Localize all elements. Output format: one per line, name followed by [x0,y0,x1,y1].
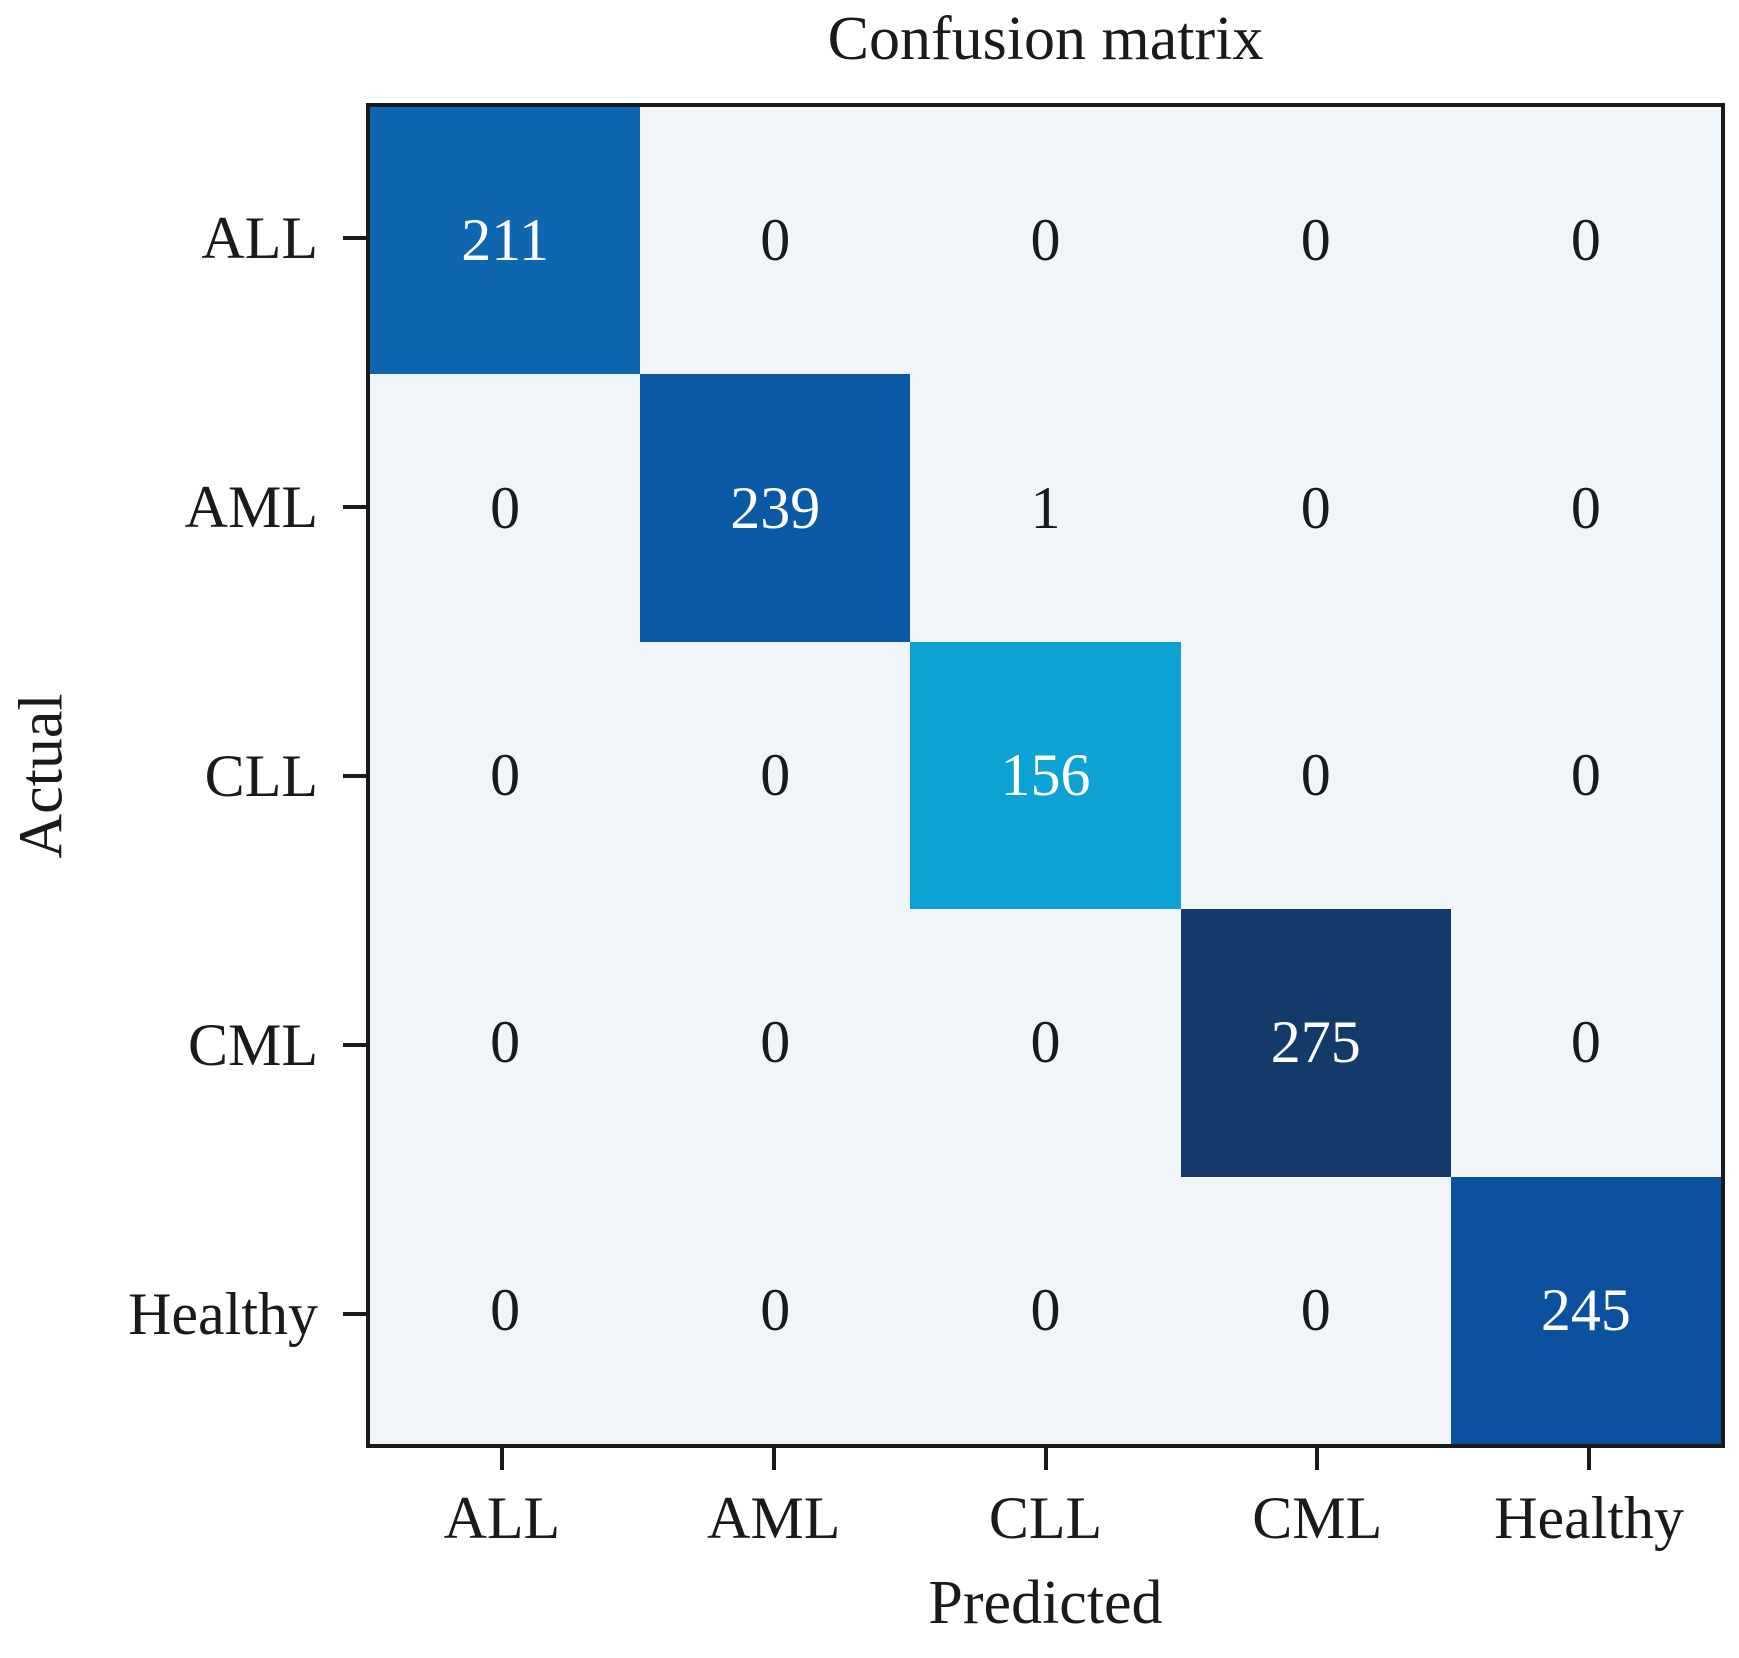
y-axis-tick [343,1311,366,1316]
matrix-cell-r5c1: 0 [370,1176,641,1444]
matrix-cell-r1c3: 0 [910,107,1181,375]
heatmap-plot-area: 211 0 0 0 0 0 239 1 0 0 0 0 156 0 0 0 0 0 275 0 0 0 0 0 245 [366,103,1725,1448]
x-axis-tick [1315,1448,1320,1470]
x-tick-label-aml: AML [707,1485,841,1551]
matrix-cell-r3c2: 0 [640,641,911,910]
matrix-cell-r2c2: 239 [640,374,911,642]
y-axis-label: Actual [7,693,76,859]
matrix-cell-r1c2: 0 [640,107,911,375]
y-tick-label-cll: CLL [204,742,318,809]
y-axis-tick [343,773,366,778]
y-axis-tick [343,1042,366,1047]
x-axis-tick [499,1448,504,1470]
matrix-cell-r5c4: 0 [1180,1176,1451,1444]
matrix-cell-r4c4: 275 [1180,909,1451,1177]
matrix-cell-r2c1: 0 [370,374,641,642]
x-tick-label-all: ALL [443,1485,561,1551]
matrix-cell-r3c4: 0 [1180,641,1451,910]
heatmap-grid: 211 0 0 0 0 0 239 1 0 0 0 0 156 0 0 0 0 0 275 0 0 0 0 0 245 [370,107,1721,1444]
matrix-cell-r4c3: 0 [910,909,1181,1177]
x-axis-tick [1043,1448,1048,1470]
matrix-cell-r2c5: 0 [1450,374,1721,642]
matrix-cell-r3c3: 156 [910,641,1181,910]
matrix-cell-r1c4: 0 [1180,107,1451,375]
x-axis-tick [1587,1448,1592,1470]
y-tick-label-all: ALL [201,204,318,271]
matrix-cell-r5c2: 0 [640,1176,911,1444]
matrix-cell-r3c1: 0 [370,641,641,910]
x-axis-label: Predicted [928,1569,1163,1637]
matrix-cell-r4c2: 0 [640,909,911,1177]
x-tick-label-healthy: Healthy [1494,1485,1685,1551]
chart-title: Confusion matrix [827,5,1264,73]
matrix-cell-r1c5: 0 [1450,107,1721,375]
matrix-cell-r3c5: 0 [1450,641,1721,910]
x-tick-label-cll: CLL [988,1485,1103,1551]
matrix-cell-r4c5: 0 [1450,909,1721,1177]
matrix-cell-r4c1: 0 [370,909,641,1177]
y-axis-tick [343,504,366,509]
y-axis-tick [343,235,366,240]
matrix-cell-r5c5: 245 [1450,1176,1721,1444]
matrix-cell-r1c1: 211 [370,107,641,375]
matrix-cell-r2c3: 1 [910,374,1181,642]
y-tick-label-aml: AML [184,473,318,540]
matrix-cell-r5c3: 0 [910,1176,1181,1444]
y-tick-label-cml: CML [187,1011,318,1078]
x-axis-tick [771,1448,776,1470]
x-tick-label-cml: CML [1252,1485,1383,1551]
matrix-cell-r2c4: 0 [1180,374,1451,642]
y-tick-label-healthy: Healthy [128,1280,318,1347]
